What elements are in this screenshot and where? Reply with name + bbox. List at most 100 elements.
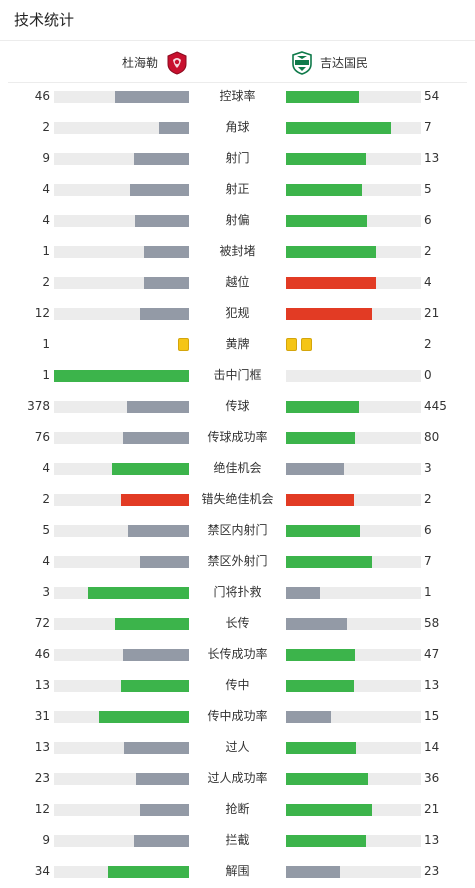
stat-row: 12 抢断 21 [0, 794, 475, 825]
home-stat-value: 2 [42, 275, 50, 289]
home-stat-value: 4 [42, 213, 50, 227]
away-stat-value: 80 [424, 430, 440, 444]
away-stat-bar-fill [286, 773, 368, 785]
away-stat-bar-fill [286, 184, 362, 196]
home-stat-bar [54, 866, 189, 878]
yellow-card-icon [286, 338, 297, 351]
away-stat-bar-fill [286, 401, 359, 413]
home-stat-bar [54, 122, 189, 134]
away-stat-bar-fill [286, 556, 372, 568]
stat-row: 12 犯规 21 [0, 298, 475, 329]
home-stat-bar-fill [127, 401, 189, 413]
home-stat-bar [54, 91, 189, 103]
stat-row: 34 解围 23 [0, 856, 475, 887]
stat-label: 被封堵 [219, 244, 256, 258]
stat-label: 拦截 [225, 833, 250, 847]
home-stat-value: 4 [42, 554, 50, 568]
home-stat-bar [54, 525, 189, 537]
stat-label: 传球 [225, 399, 250, 413]
away-stat-value: 15 [424, 709, 440, 723]
away-stat-bar [286, 556, 421, 568]
stat-label: 解围 [225, 864, 250, 878]
stat-row: 13 过人 14 [0, 732, 475, 763]
home-stat-bar-fill [159, 122, 189, 134]
stat-label: 传球成功率 [207, 430, 268, 444]
header-divider [0, 40, 475, 41]
stat-row: 2 越位 4 [0, 267, 475, 298]
home-stat-bar-fill [123, 432, 189, 444]
away-stat-value: 6 [424, 213, 432, 227]
home-stat-bar [54, 556, 189, 568]
home-stat-bar [54, 742, 189, 754]
home-team[interactable]: 杜海勒 [122, 50, 188, 76]
stat-label: 错失绝佳机会 [201, 492, 274, 506]
away-yellow-cards [286, 338, 316, 351]
stat-label: 传中 [225, 678, 250, 692]
stat-row: 9 射门 13 [0, 143, 475, 174]
home-stat-value: 1 [42, 337, 50, 351]
stat-row: 46 长传成功率 47 [0, 639, 475, 670]
away-stat-bar [286, 277, 421, 289]
home-stat-bar [54, 804, 189, 816]
stat-label: 绝佳机会 [213, 461, 262, 475]
away-stat-bar [286, 91, 421, 103]
home-stat-bar [54, 370, 189, 382]
home-stat-bar [54, 246, 189, 258]
stat-row: 2 角球 7 [0, 112, 475, 143]
away-stat-value: 2 [424, 244, 432, 258]
home-stat-value: 1 [42, 368, 50, 382]
stat-row: 4 射正 5 [0, 174, 475, 205]
stat-label: 过人 [225, 740, 250, 754]
away-stat-bar-fill [286, 711, 331, 723]
home-stat-value: 12 [34, 306, 50, 320]
home-stat-bar [54, 463, 189, 475]
stat-label: 长传成功率 [207, 647, 268, 661]
away-stat-bar [286, 432, 421, 444]
away-stat-value: 7 [424, 120, 432, 134]
home-stat-value: 4 [42, 182, 50, 196]
away-stat-bar [286, 742, 421, 754]
home-stat-bar-fill [140, 556, 189, 568]
stat-row: 4 绝佳机会 3 [0, 453, 475, 484]
home-stat-bar-fill [121, 680, 189, 692]
away-stat-bar [286, 618, 421, 630]
away-stat-bar-fill [286, 308, 372, 320]
home-stat-value: 3 [42, 585, 50, 599]
stat-row: 378 传球 445 [0, 391, 475, 422]
stat-row: 2 错失绝佳机会 2 [0, 484, 475, 515]
home-stat-bar-fill [140, 804, 189, 816]
home-stat-bar-fill [130, 184, 189, 196]
away-stat-bar [286, 773, 421, 785]
away-stat-bar-fill [286, 215, 367, 227]
home-stat-bar-fill [124, 742, 189, 754]
away-stat-bar [286, 649, 421, 661]
stat-row: 1 黄牌 2 [0, 329, 475, 360]
away-stat-bar-fill [286, 277, 376, 289]
stat-label: 角球 [225, 120, 250, 134]
home-stat-value: 13 [34, 678, 50, 692]
home-stat-value: 5 [42, 523, 50, 537]
away-stat-bar [286, 835, 421, 847]
page-title: 技术统计 [14, 11, 75, 29]
away-stat-bar-fill [286, 122, 391, 134]
away-stat-value: 58 [424, 616, 440, 630]
teams-header: 杜海勒 吉达国民 [0, 44, 475, 80]
away-stat-bar-fill [286, 742, 356, 754]
away-stat-bar-fill [286, 246, 376, 258]
home-stat-bar [54, 215, 189, 227]
away-stat-value: 0 [424, 368, 432, 382]
away-stat-value: 23 [424, 864, 440, 878]
away-stat-value: 5 [424, 182, 432, 196]
home-yellow-cards [174, 338, 189, 351]
stat-label: 禁区内射门 [207, 523, 268, 537]
home-stat-bar-fill [144, 277, 189, 289]
away-stat-bar [286, 680, 421, 692]
home-stat-bar [54, 773, 189, 785]
away-stat-bar [286, 463, 421, 475]
stat-label: 射偏 [225, 213, 250, 227]
stat-row: 1 被封堵 2 [0, 236, 475, 267]
stat-label: 长传 [225, 616, 250, 630]
away-stat-bar-fill [286, 866, 340, 878]
away-team[interactable]: 吉达国民 [291, 50, 368, 76]
home-stat-value: 9 [42, 833, 50, 847]
